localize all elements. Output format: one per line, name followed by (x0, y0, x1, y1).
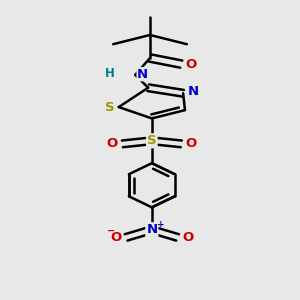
Text: −: − (106, 226, 115, 236)
Text: N: N (137, 68, 148, 81)
Text: H: H (105, 67, 115, 80)
Text: O: O (186, 58, 197, 70)
Text: S: S (105, 100, 114, 114)
Text: O: O (110, 231, 122, 244)
Text: S: S (147, 134, 157, 147)
Text: N: N (188, 85, 199, 98)
Text: +: + (157, 220, 165, 229)
Text: O: O (182, 231, 193, 244)
Text: N: N (146, 223, 158, 236)
Text: O: O (107, 137, 118, 150)
Text: O: O (186, 137, 197, 150)
